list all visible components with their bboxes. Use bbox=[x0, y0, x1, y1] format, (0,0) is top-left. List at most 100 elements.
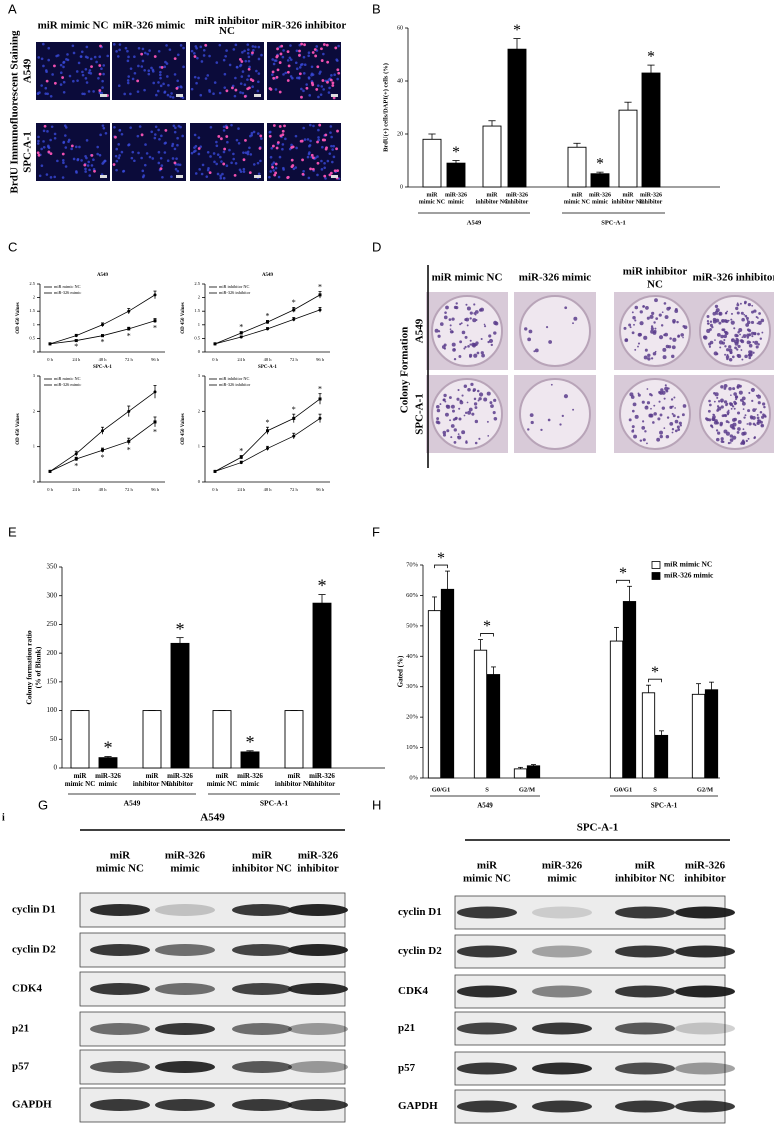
colony bbox=[763, 405, 766, 409]
nucleus bbox=[246, 78, 249, 81]
significance: * bbox=[175, 619, 184, 639]
colony bbox=[745, 439, 748, 443]
nucleus bbox=[333, 73, 336, 76]
nucleus bbox=[247, 74, 251, 78]
y-tick-label: 0 bbox=[33, 479, 36, 484]
x-tick-label: 24 h bbox=[237, 487, 246, 492]
group-label: A549 bbox=[477, 802, 493, 810]
nucleus bbox=[62, 141, 65, 144]
significance-bracket bbox=[616, 579, 630, 584]
brdu-cell bbox=[335, 147, 338, 151]
colony bbox=[661, 390, 666, 395]
brdu-cell bbox=[311, 156, 315, 160]
colony bbox=[631, 311, 634, 314]
colony bbox=[739, 339, 744, 343]
colony bbox=[459, 323, 462, 326]
colony bbox=[444, 311, 447, 314]
panel-letter: D bbox=[372, 239, 381, 254]
colony bbox=[650, 407, 652, 410]
significance: * bbox=[651, 664, 659, 681]
brdu-cell bbox=[324, 147, 328, 151]
band bbox=[90, 904, 150, 916]
brdu-cell bbox=[43, 124, 47, 128]
nucleus bbox=[62, 61, 65, 64]
colony bbox=[473, 397, 477, 401]
significance: * bbox=[101, 338, 105, 347]
colony bbox=[649, 314, 654, 319]
nucleus bbox=[59, 83, 63, 86]
band bbox=[532, 1062, 592, 1075]
nucleus bbox=[126, 79, 130, 82]
colony bbox=[470, 382, 474, 386]
nucleus bbox=[167, 83, 170, 87]
point bbox=[153, 293, 157, 297]
nucleus bbox=[84, 67, 88, 71]
y-axis-label: OD 450 Values bbox=[181, 302, 186, 333]
point bbox=[318, 397, 322, 401]
colony bbox=[732, 435, 737, 440]
nucleus bbox=[129, 126, 132, 129]
colony bbox=[735, 398, 738, 401]
nucleus bbox=[240, 75, 244, 78]
brdu-cell bbox=[315, 88, 319, 91]
nucleus bbox=[85, 139, 89, 142]
nucleus bbox=[222, 176, 226, 180]
y-tick-label: 0.5 bbox=[194, 335, 200, 340]
colony bbox=[757, 419, 762, 424]
brdu-cell bbox=[272, 144, 275, 148]
point bbox=[74, 457, 78, 461]
nucleus bbox=[213, 160, 216, 164]
nucleus bbox=[207, 166, 210, 170]
colony bbox=[463, 347, 466, 350]
colony bbox=[749, 341, 752, 344]
nucleus bbox=[47, 145, 50, 149]
nucleus bbox=[316, 84, 320, 87]
colony bbox=[737, 420, 742, 424]
nucleus bbox=[84, 167, 87, 171]
brdu-cell bbox=[281, 129, 285, 133]
colony bbox=[761, 402, 766, 406]
colony bbox=[669, 337, 672, 340]
group-label: A549 bbox=[124, 799, 141, 808]
nucleus bbox=[120, 132, 124, 136]
nucleus bbox=[256, 89, 260, 93]
brdu-cell bbox=[225, 126, 229, 129]
colony bbox=[474, 419, 479, 424]
colony bbox=[717, 431, 721, 435]
nucleus bbox=[234, 43, 238, 47]
colony bbox=[709, 403, 712, 407]
colony bbox=[469, 343, 472, 346]
column-header: miR-326 mimic bbox=[113, 20, 186, 32]
y-tick-label: 1.5 bbox=[29, 308, 35, 313]
colony bbox=[442, 430, 447, 435]
nucleus bbox=[42, 140, 45, 143]
colony bbox=[483, 323, 486, 326]
significance: * bbox=[483, 618, 491, 635]
bar bbox=[170, 642, 190, 769]
x-tick-label: 96 h bbox=[151, 487, 160, 492]
nucleus bbox=[53, 132, 57, 136]
nucleus bbox=[179, 44, 183, 47]
micrograph bbox=[36, 42, 110, 100]
band bbox=[232, 1061, 292, 1073]
nucleus bbox=[307, 176, 311, 180]
colony bbox=[736, 385, 739, 388]
brdu-cell bbox=[323, 174, 327, 178]
y-tick-label: 40 bbox=[397, 78, 403, 84]
nucleus bbox=[42, 145, 46, 149]
nucleus bbox=[61, 159, 65, 162]
colony bbox=[463, 414, 466, 417]
colony bbox=[737, 344, 741, 349]
colony bbox=[486, 391, 491, 396]
bar bbox=[622, 601, 637, 779]
nucleus bbox=[70, 147, 73, 151]
legend-label: miR mimic NC bbox=[664, 560, 712, 569]
y-tick-label: 70% bbox=[406, 561, 419, 568]
nucleus bbox=[115, 168, 118, 172]
colony bbox=[740, 311, 744, 315]
colony bbox=[660, 388, 664, 392]
nucleus bbox=[49, 176, 53, 179]
colony bbox=[631, 425, 635, 429]
nucleus bbox=[116, 55, 120, 58]
colony bbox=[436, 404, 440, 409]
